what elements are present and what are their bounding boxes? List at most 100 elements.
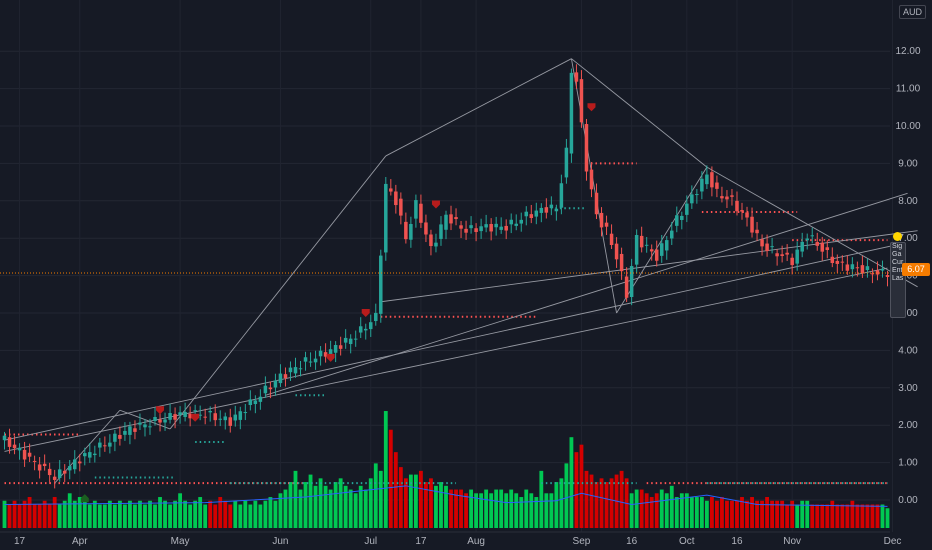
volume-bar [825, 504, 830, 528]
candle-body [143, 424, 147, 428]
candle-body [760, 239, 764, 247]
candle-body [659, 243, 664, 256]
volume-bar [715, 500, 719, 528]
candle-body [148, 426, 152, 428]
candle-body [740, 209, 744, 212]
candle-body [544, 207, 549, 213]
volume-bar [494, 489, 499, 528]
y-tick-label: 10.00 [895, 121, 920, 132]
candle-body [609, 233, 614, 246]
volume-bar [7, 504, 12, 528]
volume-bar [82, 500, 87, 528]
volume-bar [664, 493, 669, 528]
volume-bar [87, 504, 92, 528]
trendline [571, 58, 708, 168]
volume-bar [273, 500, 278, 528]
trendline [380, 230, 918, 303]
candle-body [715, 182, 719, 189]
currency-label[interactable]: AUD [898, 5, 926, 19]
volume-bar [258, 504, 263, 528]
candle-body [93, 453, 97, 456]
volume-bar [373, 463, 378, 528]
x-tick-label: 16 [626, 536, 638, 547]
volume-bar [514, 493, 519, 528]
volume-bar [112, 504, 117, 528]
volume-bar [303, 482, 308, 528]
volume-bar [323, 485, 328, 528]
candle-body [574, 72, 579, 82]
volume-bar [363, 489, 368, 528]
volume-bar [313, 485, 318, 528]
volume-bar [343, 485, 348, 528]
candle-body [519, 219, 524, 224]
volume-ma-line [4, 485, 888, 507]
volume-bar [268, 497, 273, 528]
candle-body [429, 234, 433, 247]
candle-body [37, 464, 42, 471]
x-tick-label: Apr [72, 536, 88, 547]
sell-marker [191, 413, 200, 422]
candle-body [614, 243, 619, 260]
x-tick-label: Jul [364, 536, 377, 547]
volume-bar [634, 489, 639, 528]
candle-body [589, 169, 594, 190]
candle-body [228, 417, 233, 426]
candle-body [629, 266, 634, 298]
x-tick-label: Oct [679, 536, 695, 547]
candle-body [885, 275, 890, 277]
candle-body [338, 345, 343, 349]
volume-bar [434, 485, 438, 528]
volume-bar [805, 500, 810, 528]
volume-bar [208, 500, 213, 528]
volume-bar [37, 504, 42, 528]
volume-bar [2, 500, 7, 528]
y-tick-label: 12.00 [895, 46, 920, 57]
volume-bar [263, 500, 268, 528]
volume-bar [72, 500, 77, 528]
volume-bar [765, 497, 769, 528]
candle-body [454, 217, 458, 220]
volume-bar [569, 437, 574, 528]
y-tick-label: 9.00 [898, 158, 918, 169]
volume-bar [253, 500, 258, 528]
volume-bar [128, 500, 132, 528]
candle-body [419, 203, 423, 223]
volume-bar [328, 489, 333, 528]
candle-body [735, 200, 739, 212]
x-tick-label: Dec [884, 536, 902, 547]
candle-body [780, 254, 784, 256]
volume-bar [750, 497, 754, 528]
candle-body [248, 399, 253, 406]
volume-bar [790, 500, 795, 528]
lightbulb-icon[interactable] [893, 232, 902, 241]
candle-body [323, 352, 328, 357]
volume-bar [459, 489, 463, 528]
candle-body [810, 235, 814, 237]
volume-bar [649, 497, 654, 528]
candle-body [765, 243, 769, 252]
volume-bar [233, 500, 238, 528]
sell-marker [156, 406, 165, 415]
volume-bar [604, 482, 609, 528]
indicator-info-panel[interactable]: Sig Ga Cur Ent Las [890, 242, 906, 318]
candle-body [554, 208, 559, 212]
candle-body [253, 400, 258, 405]
candle-body [634, 234, 639, 265]
candle-body [504, 225, 508, 231]
volume-bar [228, 504, 233, 528]
y-tick-label: 5.00 [898, 308, 918, 319]
volume-bar [393, 452, 398, 528]
candle-body [705, 174, 709, 185]
candle-body [649, 249, 654, 252]
volume-bar [669, 485, 674, 528]
candle-body [860, 265, 865, 274]
volume-bar [674, 497, 679, 528]
volume-bar [107, 500, 112, 528]
volume-bar [654, 493, 659, 528]
candle-body [22, 449, 27, 460]
volume-bar [870, 504, 875, 528]
candle-body [439, 224, 443, 239]
candle-body [785, 252, 789, 255]
volume-bar [659, 489, 664, 528]
